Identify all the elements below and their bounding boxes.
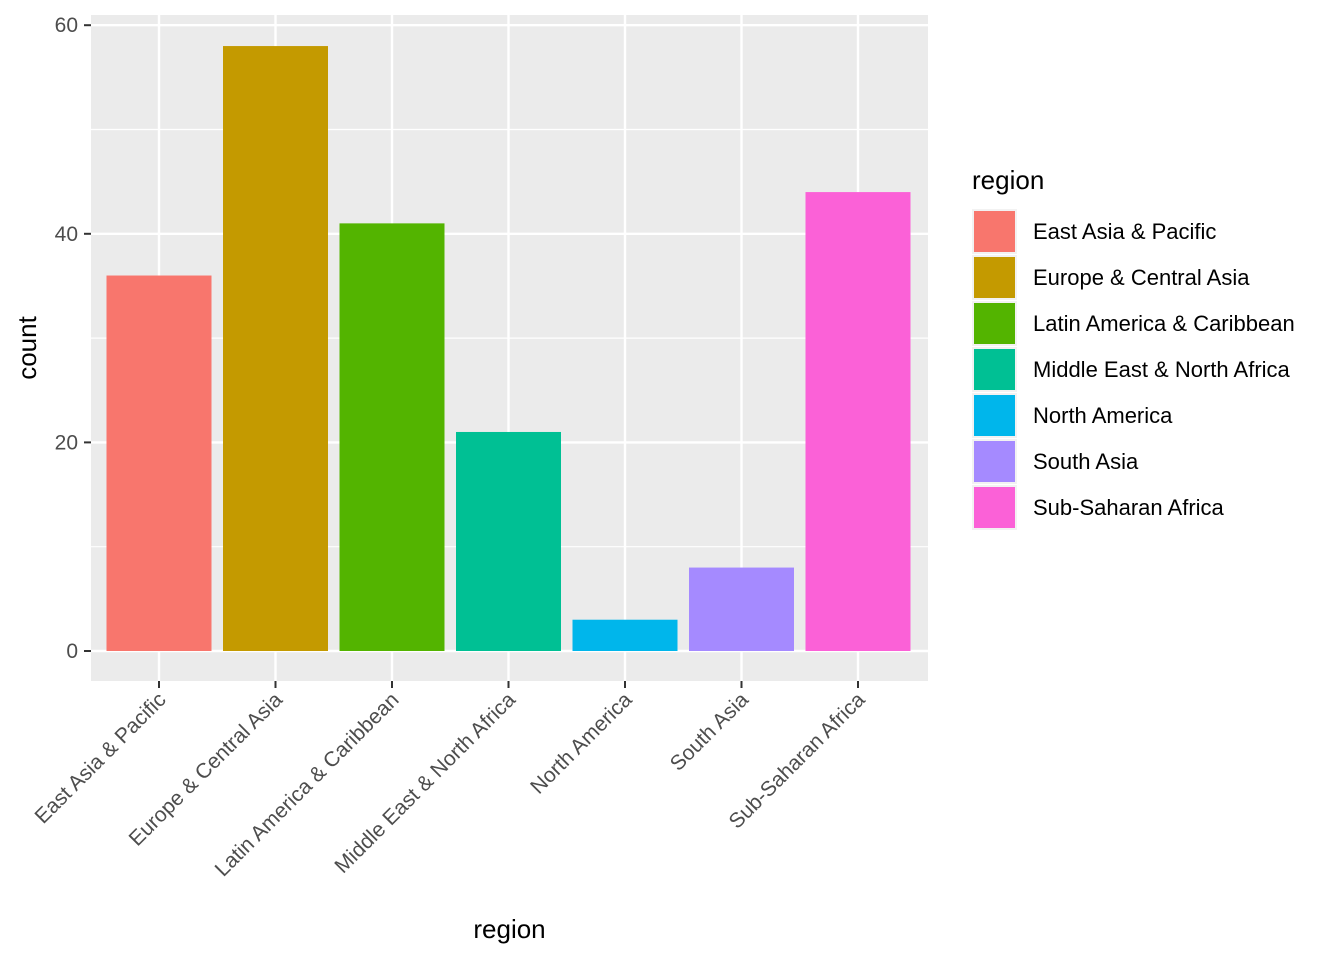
legend-label: Latin America & Caribbean xyxy=(1033,311,1295,336)
bar xyxy=(689,567,794,651)
bar xyxy=(456,431,561,651)
legend-label: South Asia xyxy=(1033,449,1139,474)
x-axis-title: region xyxy=(473,914,545,944)
legend-swatch xyxy=(974,303,1015,344)
y-tick-label: 40 xyxy=(55,223,78,246)
legend-swatch xyxy=(974,257,1015,298)
legend-swatch xyxy=(974,211,1015,252)
x-tick-label: North America xyxy=(526,688,637,799)
y-tick-label: 60 xyxy=(55,14,78,37)
x-tick-label: Latin America & Caribbean xyxy=(211,688,404,881)
bar xyxy=(572,619,678,651)
bar xyxy=(805,192,911,651)
legend-label: Sub-Saharan Africa xyxy=(1033,495,1225,520)
bars xyxy=(106,46,911,652)
y-tick-label: 0 xyxy=(66,640,78,663)
legend-label: Middle East & North Africa xyxy=(1033,357,1291,382)
x-tick-label: South Asia xyxy=(666,688,753,775)
bar xyxy=(339,223,445,651)
x-tick-label: East Asia & Pacific xyxy=(30,688,170,828)
legend-swatch xyxy=(974,487,1015,528)
y-axis-title: count xyxy=(12,315,42,379)
bar xyxy=(106,275,212,651)
legend-label: Europe & Central Asia xyxy=(1033,265,1250,290)
legend-swatch xyxy=(974,395,1015,436)
y-tick-label: 20 xyxy=(55,431,78,454)
legend: region East Asia & Pacific Europe & Centr… xyxy=(972,165,1295,530)
legend-label: North America xyxy=(1033,403,1173,428)
legend-swatch xyxy=(974,441,1015,482)
legend-title: region xyxy=(972,165,1044,195)
legend-label: East Asia & Pacific xyxy=(1033,219,1216,244)
bar xyxy=(223,46,328,652)
legend-swatch xyxy=(974,349,1015,390)
